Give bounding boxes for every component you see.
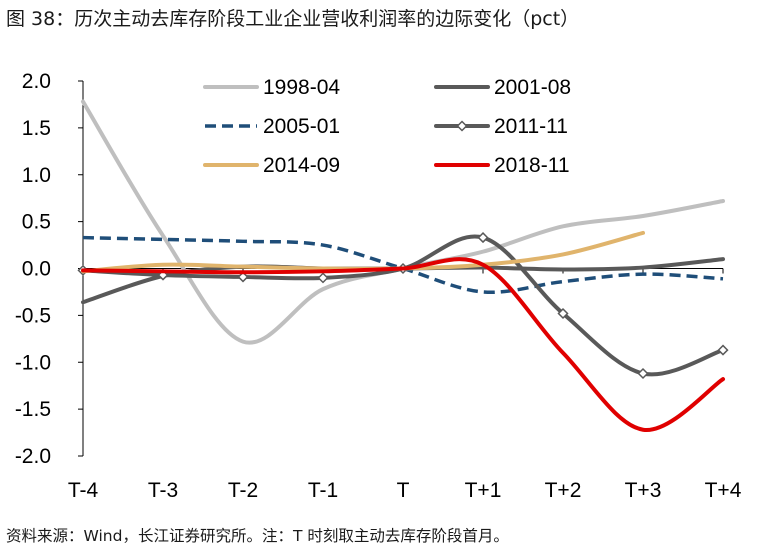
y-tick-label: -1.5	[15, 398, 51, 421]
x-tick-label: T+3	[625, 479, 662, 502]
y-tick-label: 0.5	[22, 211, 51, 234]
series-line-2011-11	[81, 234, 725, 377]
figure-title: 图 38：历次主动去库存阶段工业企业营收利润率的边际变化（pct）	[6, 8, 580, 30]
x-tick-label: T-2	[228, 479, 258, 502]
series-point-2011-11	[557, 307, 569, 320]
series-point-2011-11	[237, 271, 249, 283]
x-tick-label: T+2	[545, 479, 582, 502]
legend-label-2011-11: 2011-11	[494, 115, 568, 138]
chart-series	[77, 99, 729, 432]
y-tick-label: -1.0	[15, 351, 51, 374]
legend-marker-2011-11	[456, 120, 468, 132]
legend-label-1998-04: 1998-04	[263, 76, 340, 99]
legend-label-2014-09: 2014-09	[263, 154, 340, 177]
legend-label-2005-01: 2005-01	[263, 115, 340, 138]
legend-label-2018-11: 2018-11	[494, 154, 570, 177]
x-tick-label: T	[397, 479, 410, 502]
series-point-2011-11	[717, 344, 729, 356]
x-tick-label: T-3	[148, 479, 178, 502]
y-tick-label: 1.5	[22, 117, 51, 140]
x-tick-label: T+4	[705, 479, 742, 502]
y-tick-label: 2.0	[22, 70, 51, 93]
legend-label-2001-08: 2001-08	[494, 76, 571, 99]
x-tick-label: T+1	[465, 479, 502, 502]
y-tick-label: -0.5	[15, 304, 51, 327]
chart-axes: 2.0 1.5 1.0 0.5 0.0 -0.5 -1.0 -1.5 -2.0 T-4 T-3 T-2…	[15, 70, 742, 502]
y-tick-label: 0.0	[22, 258, 51, 281]
series-line-1998-04	[81, 99, 725, 345]
series-point-2011-11	[477, 232, 489, 244]
series-line-2018-11	[81, 257, 725, 432]
source-note: 资料来源：Wind，长江证券研究所。注：T 时刻取主动去库存阶段首月。	[6, 527, 509, 545]
series-point-2011-11	[637, 367, 649, 380]
series-point-2011-11	[317, 272, 329, 284]
y-tick-label: -2.0	[15, 445, 51, 468]
chart-legend: 1998-04 2001-08 2005-01 2011-11 2014-09 2018-…	[203, 76, 571, 177]
x-tick-label: T-4	[68, 479, 99, 502]
x-tick-label: T-1	[308, 479, 338, 502]
y-tick-label: 1.0	[22, 164, 51, 187]
